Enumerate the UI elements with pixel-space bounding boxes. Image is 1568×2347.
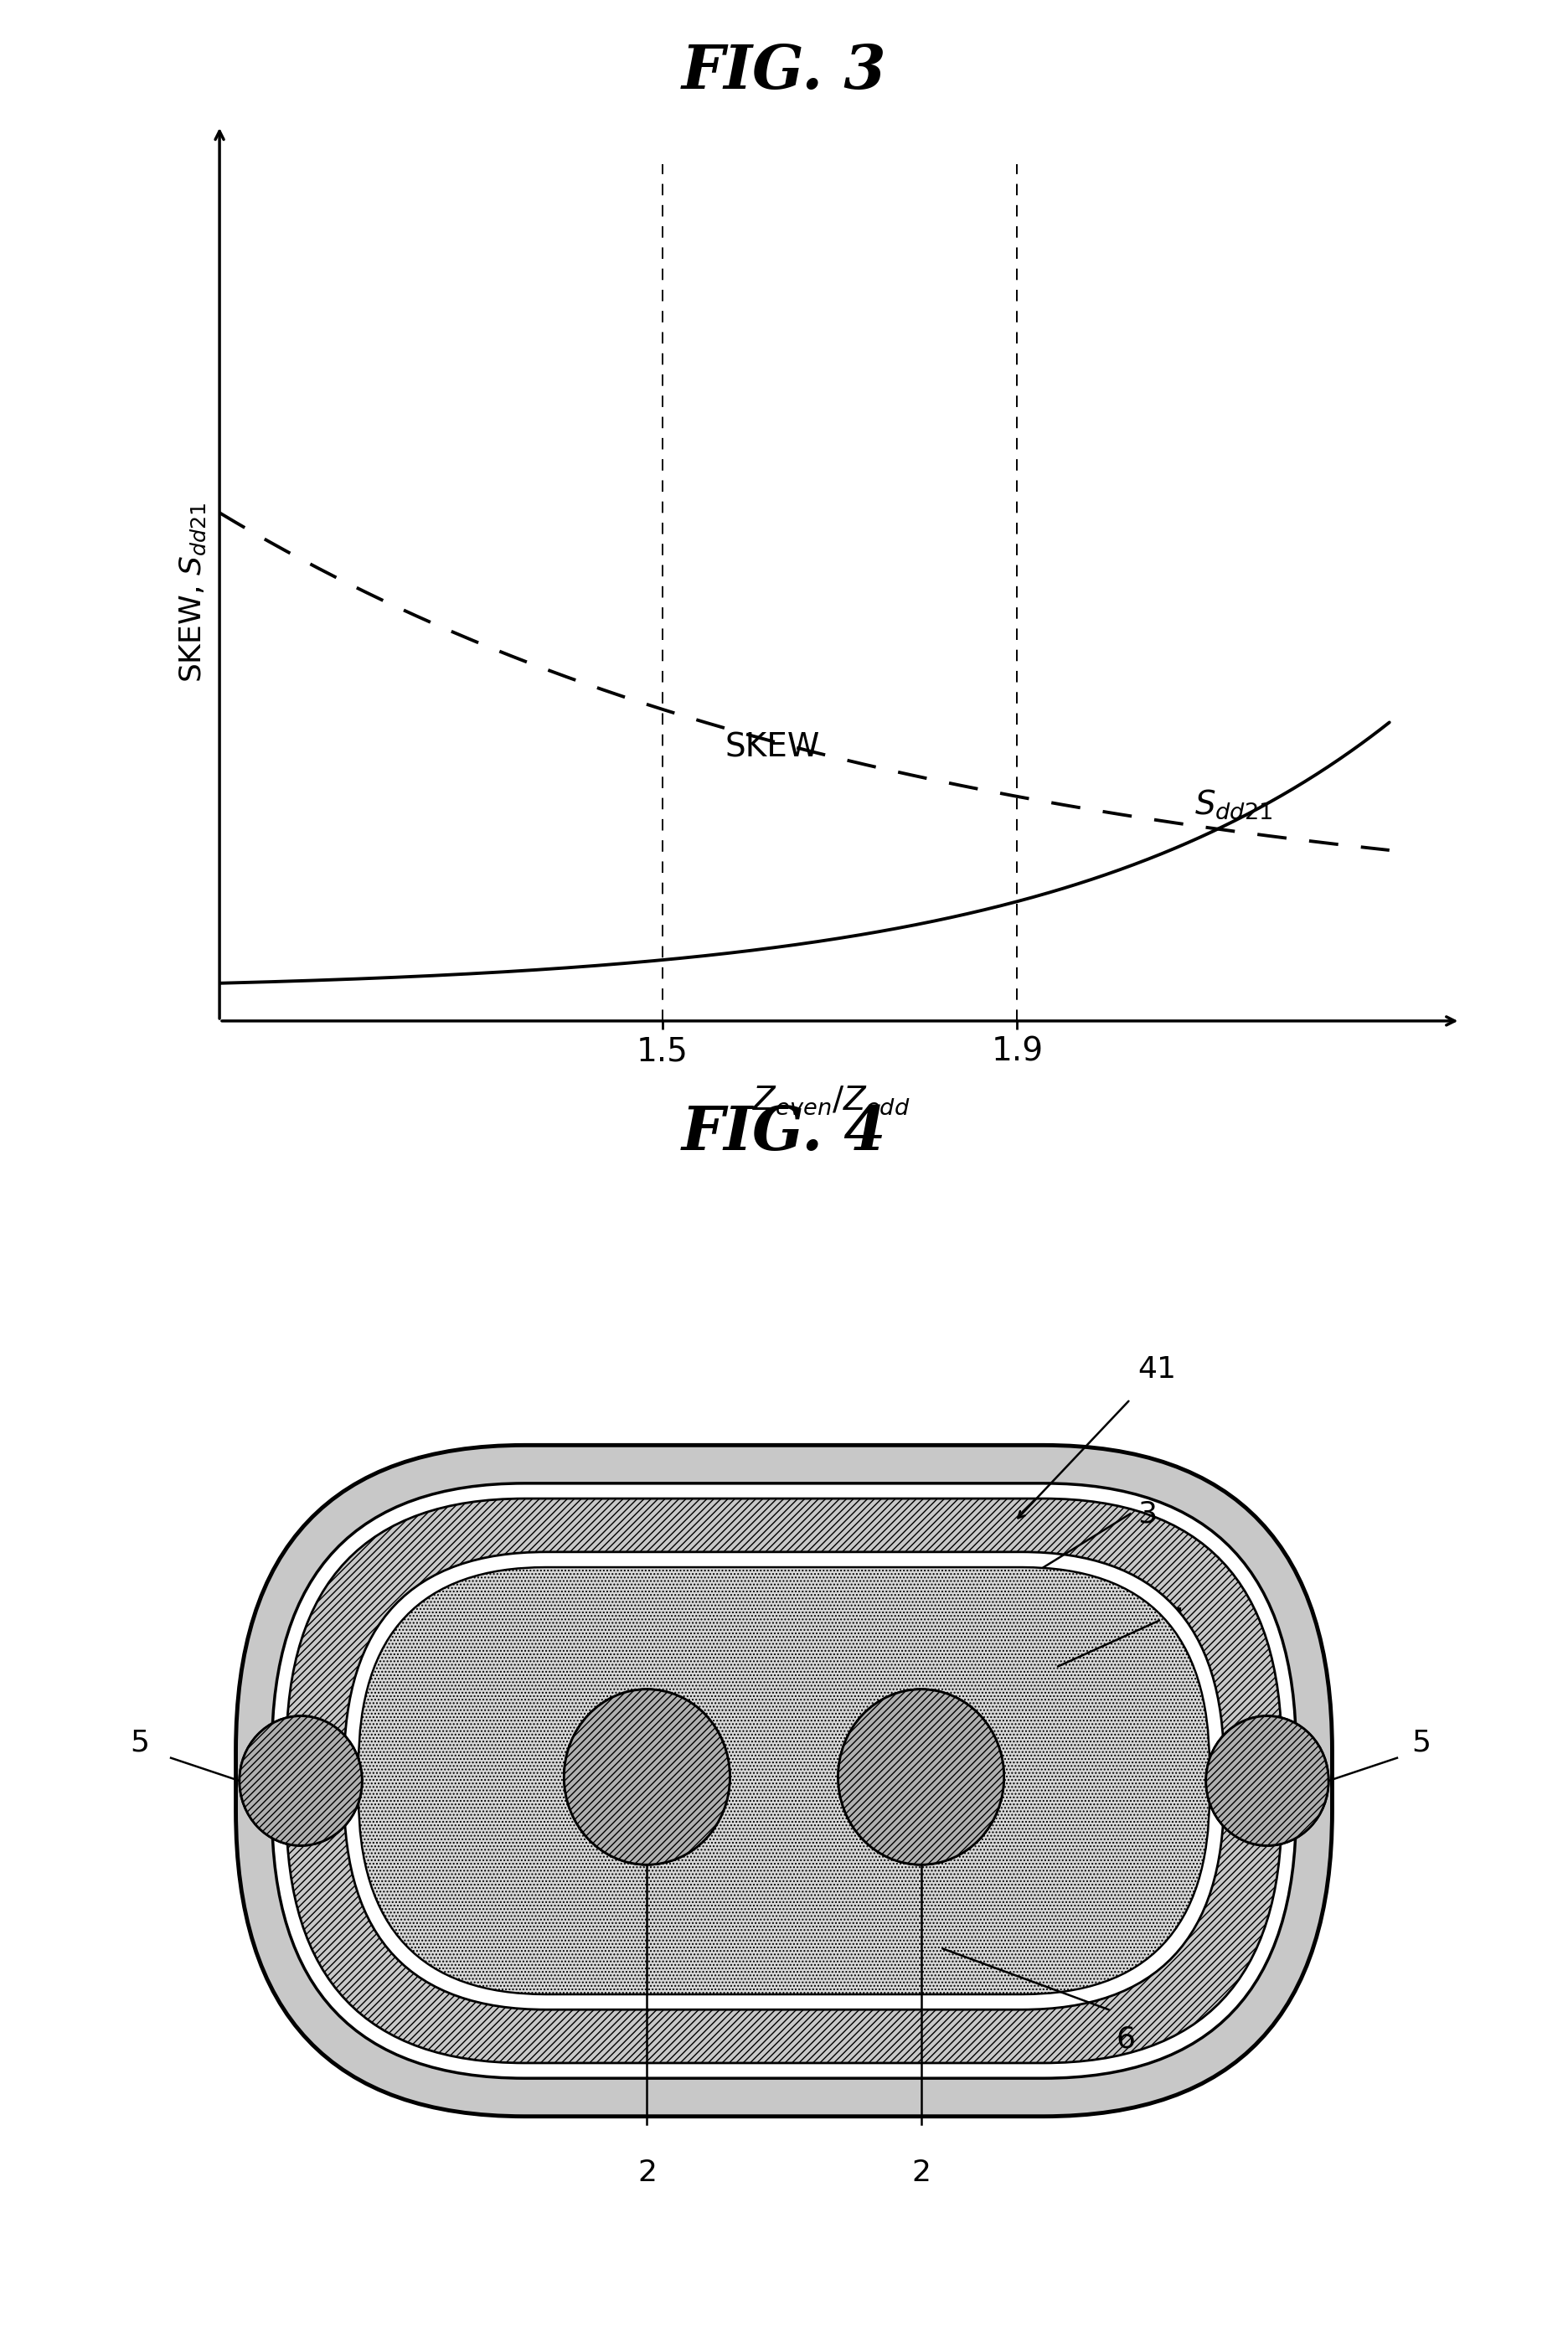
Y-axis label: SKEW, $S_{dd21}$: SKEW, $S_{dd21}$ [179,502,209,683]
Text: 6: 6 [1116,2025,1135,2054]
Circle shape [240,1716,362,1845]
FancyBboxPatch shape [343,1551,1225,2009]
Text: SKEW: SKEW [724,732,820,763]
Text: FIG. 4: FIG. 4 [682,1103,886,1162]
X-axis label: $Z_{even}/Z_{odd}$: $Z_{even}/Z_{odd}$ [753,1084,909,1117]
Text: 2: 2 [637,2159,657,2187]
FancyBboxPatch shape [235,1446,1333,2117]
FancyBboxPatch shape [271,1483,1297,2079]
Circle shape [839,1690,1004,1864]
Text: 41: 41 [1137,1357,1176,1385]
Circle shape [1206,1716,1328,1845]
Text: 5: 5 [1411,1727,1430,1758]
Circle shape [1206,1716,1328,1845]
Text: $S_{dd21}$: $S_{dd21}$ [1195,789,1273,821]
FancyBboxPatch shape [287,1500,1281,2063]
Text: 5: 5 [130,1727,149,1758]
Text: 2: 2 [911,2159,931,2187]
Text: 3: 3 [1137,1500,1157,1528]
Text: 4: 4 [1167,1605,1185,1636]
Text: FIG. 3: FIG. 3 [682,42,886,101]
Circle shape [240,1716,362,1845]
Circle shape [564,1690,731,1864]
Circle shape [839,1690,1004,1864]
Circle shape [564,1690,731,1864]
FancyBboxPatch shape [359,1568,1209,1995]
